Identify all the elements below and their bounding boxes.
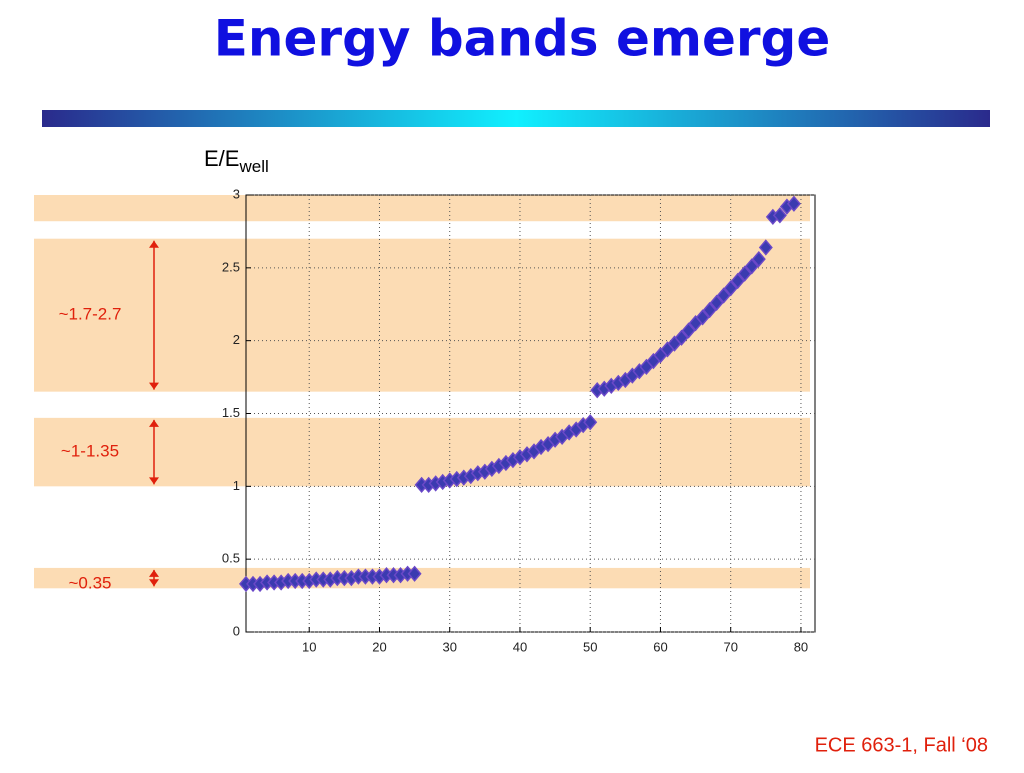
y-tick-label: 2.5 xyxy=(222,259,240,274)
y-tick-label: 1 xyxy=(233,478,240,493)
x-tick-label: 30 xyxy=(442,639,456,654)
title-rule xyxy=(42,110,990,127)
y-tick-label: 1.5 xyxy=(222,405,240,420)
arrow-head xyxy=(149,579,159,587)
data-point xyxy=(583,414,598,431)
arrow-head xyxy=(149,569,159,577)
data-point xyxy=(702,301,717,319)
data-point xyxy=(730,272,745,290)
slide-title: Energy bands emerge xyxy=(214,10,830,68)
data-point xyxy=(716,287,731,304)
x-tick-label: 60 xyxy=(653,639,667,654)
energy-band xyxy=(34,417,810,487)
x-tick-label: 70 xyxy=(723,639,737,654)
x-tick-label: 20 xyxy=(372,639,386,654)
y-tick-label: 0.5 xyxy=(222,551,240,566)
data-point xyxy=(786,195,801,212)
arrow-head xyxy=(149,240,159,248)
data-point xyxy=(723,280,738,297)
data-point xyxy=(772,207,787,224)
arrow-head xyxy=(149,477,159,485)
range-label: ~0.35 xyxy=(68,574,111,593)
arrow-head xyxy=(149,382,159,390)
energy-band xyxy=(34,195,810,222)
x-tick-label: 40 xyxy=(513,639,527,654)
data-point xyxy=(695,309,710,326)
energy-band xyxy=(34,567,810,589)
y-tick-label: 3 xyxy=(233,186,240,201)
data-point xyxy=(681,322,696,339)
data-point xyxy=(758,239,773,256)
y-label-sub: well xyxy=(238,157,268,176)
arrow-head xyxy=(149,419,159,427)
footer: ECE 663-1, Fall ‘08 xyxy=(815,734,988,756)
data-point xyxy=(744,258,759,275)
x-tick-label: 50 xyxy=(583,639,597,654)
range-label: ~1-1.35 xyxy=(61,442,119,461)
data-point xyxy=(709,294,724,311)
data-point xyxy=(751,250,766,268)
data-point xyxy=(674,329,689,346)
data-point xyxy=(407,565,422,582)
y-label: E/Ewell xyxy=(204,146,269,177)
energy-band xyxy=(34,238,810,392)
range-label: ~1.7-2.7 xyxy=(59,305,122,324)
x-tick-label: 10 xyxy=(302,639,316,654)
data-point xyxy=(737,265,752,282)
x-tick-label: 80 xyxy=(794,639,808,654)
y-tick-label: 0 xyxy=(233,623,240,638)
y-tick-label: 2 xyxy=(233,332,240,347)
y-label-main: E/E xyxy=(204,146,239,171)
